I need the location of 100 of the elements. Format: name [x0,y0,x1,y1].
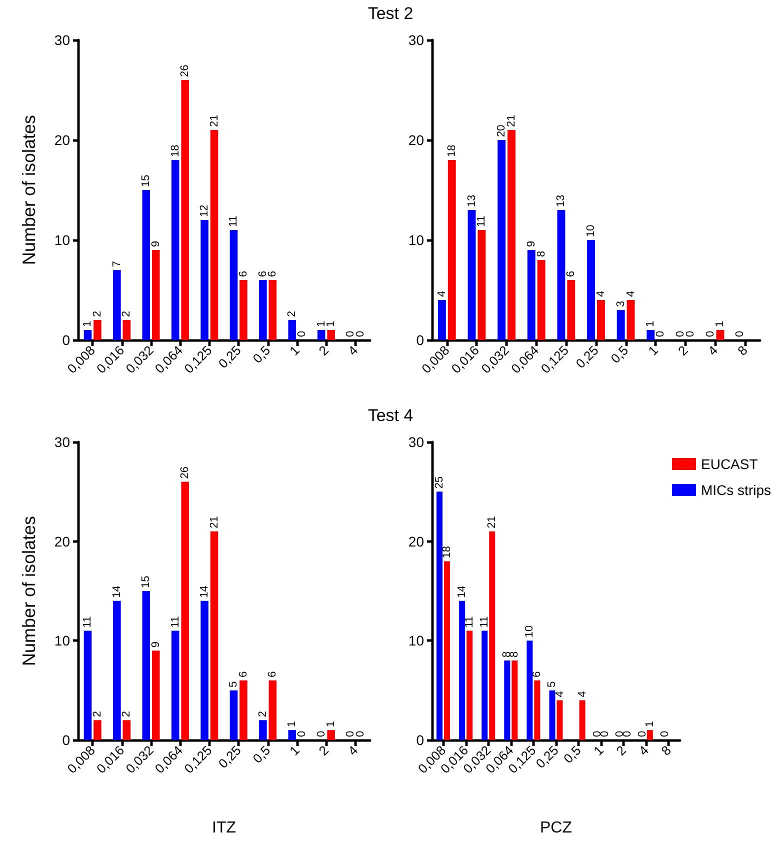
bar [230,230,238,340]
bar [512,660,518,740]
data-label: 10 [585,224,598,237]
data-label: 4 [594,290,607,297]
data-label: 2 [120,711,133,718]
data-label: 1 [315,320,328,327]
x-axis-title: PCZ [540,820,572,836]
y-axis-title: Number of isolates [19,114,39,266]
data-label: 6 [237,270,250,277]
bar [508,130,516,340]
bar [587,240,596,340]
bar [142,190,150,340]
x-tick-label: 2 [613,742,629,758]
x-axis-title: ITZ [212,820,236,836]
data-label: 7 [110,260,123,267]
data-label: 9 [150,240,162,247]
bar [259,720,267,740]
bar [534,680,540,740]
data-label: 21 [506,114,518,127]
x-tick-label: 2 [316,742,332,758]
bar [200,220,208,340]
data-label: 6 [531,671,544,678]
y-tick-label: 0 [416,732,424,748]
y-tick-label: 10 [408,232,424,248]
data-label: 0 [636,730,648,737]
bar [567,280,576,340]
bar [466,630,473,740]
bar [537,260,546,340]
bar [596,300,605,340]
bar [113,270,121,340]
bar [200,600,208,740]
data-label: 11 [478,616,491,628]
bar [142,591,150,740]
bar [556,700,563,740]
data-label: 21 [208,114,220,127]
data-label: 3 [614,300,627,307]
bar [459,600,466,740]
bar [210,130,218,340]
y-tick-label: 30 [408,32,424,48]
data-label: 18 [169,144,182,157]
chart-title: Test 2 [366,4,414,24]
data-label: 1 [286,720,298,728]
data-label: 0 [296,330,308,337]
bar [579,700,586,740]
x-tick-label: 1 [645,342,661,358]
bar [716,330,724,340]
bar [259,280,267,340]
x-tick-label: 4 [704,342,721,358]
data-label: 15 [140,576,152,588]
data-label: 1 [714,320,726,327]
legend-label: EUCAST [701,456,758,472]
x-tick-label: 8 [734,342,750,358]
bar [526,640,533,740]
data-label: 1 [644,320,657,327]
data-label: 18 [441,546,454,558]
data-label: 9 [150,641,162,648]
data-label: 14 [456,586,468,598]
bar [152,650,160,740]
data-label: 13 [555,194,568,207]
bar [181,482,189,740]
data-label: 0 [315,730,328,737]
bar [504,660,510,740]
data-label: 10 [524,625,536,638]
bar [436,492,443,740]
bar [94,320,102,340]
bar [288,730,296,740]
y-tick-label: 0 [62,732,70,748]
legend-label: MICs strips [701,482,771,498]
data-label: 8 [508,651,521,658]
bar [113,600,121,740]
x-tick-label: 0,25 [215,742,244,772]
data-label: 6 [256,270,269,277]
x-tick-label: 1 [590,742,606,758]
data-label: 0 [704,330,716,337]
data-label: 4 [554,691,566,698]
bar [478,230,486,340]
x-tick-label: 1 [286,742,302,758]
y-tick-label: 0 [62,332,70,348]
bar [84,630,92,740]
bar [438,300,446,340]
bar [626,300,635,340]
x-tick-label: 2 [675,342,691,358]
data-label: 8 [535,250,548,257]
bar [444,561,450,740]
data-label: 0 [344,330,357,337]
y-tick-label: 0 [416,332,424,348]
data-label: 1 [644,720,656,728]
data-label: 4 [576,691,588,698]
bar [646,330,655,340]
bar [527,250,536,340]
data-label: 26 [179,466,192,479]
bar [84,330,92,340]
data-label: 6 [266,270,279,277]
data-label: 0 [684,330,696,337]
bar [448,160,456,340]
data-label: 2 [91,711,104,718]
bar [557,210,566,340]
data-label: 6 [266,671,279,678]
x-tick-label: 0,25 [215,342,244,372]
data-label: 20 [496,124,508,137]
